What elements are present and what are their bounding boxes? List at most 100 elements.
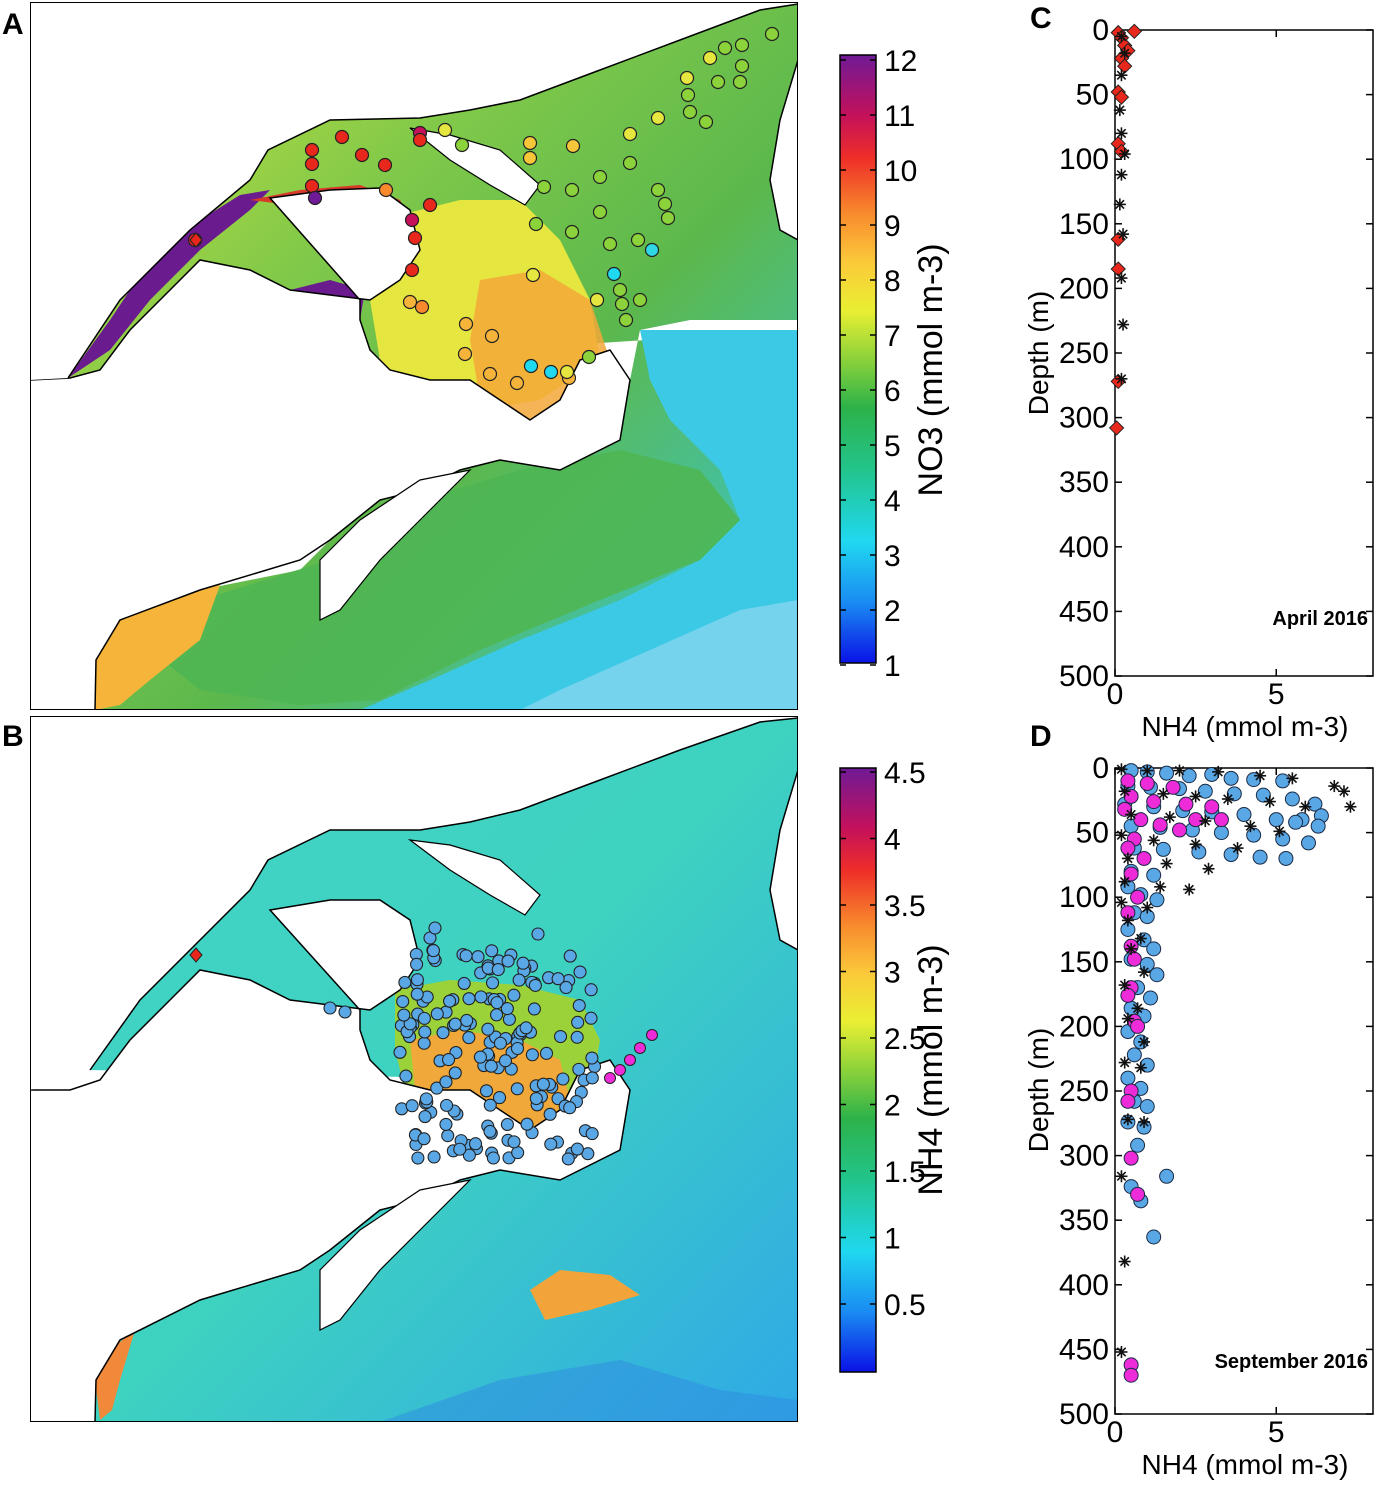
plot-d-point-circle: [1288, 814, 1304, 830]
colorbar-a: 12 11 10 9 8 7 6 5 4 3 2 1 NO3 (mmol m-3): [839, 45, 950, 683]
station-marker: [512, 973, 526, 987]
plot-d-ytick-label: 0: [1092, 752, 1109, 785]
map-b-patch-orange: [530, 1270, 640, 1320]
map-a-north-coast: [67, 3, 798, 379]
station-marker: [592, 204, 608, 220]
plot-d-point-asterisk: [1163, 811, 1176, 824]
plot-d-point-circle: [1236, 807, 1252, 823]
station-marker: [604, 1072, 616, 1084]
station-marker: [491, 962, 505, 977]
station-marker: [612, 282, 628, 298]
station-marker: [543, 364, 559, 380]
station-marker: [304, 156, 320, 172]
panel-a-label: A: [2, 8, 24, 41]
plot-d-point-asterisk: [1118, 785, 1131, 798]
plot-d-ytick-label: 350: [1059, 1204, 1109, 1237]
station-marker: [490, 1008, 504, 1022]
map-b-land-anticosti: [407, 839, 541, 916]
plot-c-point-asterisk: [1117, 318, 1130, 331]
station-marker: [630, 232, 646, 248]
plot-d-point-asterisk: [1147, 834, 1160, 847]
plot-d-point-circle: [1146, 794, 1162, 810]
station-marker: [606, 266, 622, 282]
station-marker: [396, 994, 410, 1009]
station-marker: [572, 1062, 586, 1076]
station-marker: [448, 1066, 462, 1080]
station-marker: [418, 1110, 432, 1124]
plot-c-point-asterisk: [1115, 272, 1128, 285]
plot-d-point-circle: [1301, 835, 1316, 851]
plot-d-point-circle: [1152, 817, 1168, 833]
station-marker: [570, 1142, 584, 1156]
plot-d-point-asterisk: [1189, 790, 1202, 803]
colorbar-a-tick-label: 6: [884, 375, 901, 408]
plot-d-ytick-label: 450: [1059, 1333, 1109, 1366]
station-marker: [509, 375, 525, 391]
plot-d-point-asterisk: [1160, 857, 1173, 870]
plot-d-point-asterisk: [1134, 932, 1147, 945]
plot-d-point-circle: [1159, 1168, 1175, 1184]
station-marker: [189, 232, 203, 248]
station-marker: [507, 988, 521, 1002]
plot-d-ytick-label: 50: [1076, 817, 1109, 850]
station-marker: [338, 1005, 352, 1019]
colorbar-a-tick-label: 8: [884, 265, 901, 298]
plot-c-ytick-label: 500: [1059, 660, 1109, 693]
station-marker: [543, 1107, 557, 1121]
plot-d-ytick-label: 200: [1059, 1010, 1109, 1043]
station-marker: [528, 216, 544, 232]
station-marker: [436, 1026, 450, 1040]
plot-c-ylabel: Depth (m): [1023, 291, 1054, 415]
plot-d-point-asterisk: [1115, 1170, 1128, 1183]
plot-c-point-asterisk: [1115, 69, 1128, 82]
station-marker: [484, 328, 500, 344]
plot-d-point-asterisk: [1273, 825, 1286, 838]
map-b-north-coast: [89, 717, 798, 1071]
station-marker: [732, 74, 748, 90]
station-marker: [419, 1092, 433, 1106]
station-marker: [536, 179, 552, 195]
plot-c-ytick-label: 300: [1059, 402, 1109, 435]
station-marker: [474, 990, 488, 1004]
plot-d-point-asterisk: [1173, 764, 1186, 777]
colorbar-a-tick-label: 12: [884, 45, 917, 78]
plot-d-point-asterisk: [1199, 814, 1212, 827]
station-marker: [354, 147, 370, 163]
station-marker: [417, 1011, 431, 1025]
station-marker: [485, 944, 499, 958]
station-marker: [398, 975, 412, 989]
plot-d-ylabel: Depth (m): [1023, 1028, 1054, 1152]
station-marker: [410, 957, 424, 971]
plot-c-point-asterisk: [1113, 104, 1126, 117]
station-marker: [614, 1064, 626, 1076]
plot-d-point-circle: [1149, 967, 1165, 983]
plot-d-point-circle: [1181, 768, 1197, 784]
plot-d-xlabel: NH4 (mmol m-3): [1142, 1449, 1349, 1480]
colorbar-b-tick-label: 2.5: [884, 1023, 926, 1056]
station-marker: [572, 998, 586, 1013]
station-marker: [454, 137, 470, 153]
colorbar-b-tick-label: 2: [884, 1090, 901, 1123]
plot-d-point-asterisk: [1121, 1012, 1134, 1025]
map-a: [30, 2, 798, 710]
colorbar-b: 4.5 4 3.5 3 2.5 2 1.5 1 0.5 NH4 (mmol m-3): [839, 757, 950, 1373]
map-b-land-north: [30, 716, 798, 1090]
station-marker: [462, 1148, 476, 1162]
station-marker: [519, 1021, 533, 1035]
plot-d-point-circle: [1213, 825, 1229, 841]
station-marker: [453, 1142, 467, 1156]
plot-d-point-circle: [1136, 850, 1152, 866]
station-marker: [584, 1011, 598, 1025]
colorbar-b-bar: [839, 767, 877, 1373]
plot-d-point-circle: [1120, 1070, 1136, 1086]
station-marker: [483, 1098, 497, 1112]
station-marker: [426, 944, 440, 958]
plot-d-point-asterisk: [1125, 942, 1138, 955]
colorbar-a-tick-label: 10: [884, 155, 917, 188]
station-marker: [602, 236, 618, 252]
plot-d-xtick-label: 5: [1268, 1416, 1285, 1449]
plot-d-point-asterisk: [1189, 838, 1202, 851]
plot-c-point-asterisk: [1113, 198, 1126, 211]
plot-d-point-asterisk: [1157, 787, 1170, 800]
